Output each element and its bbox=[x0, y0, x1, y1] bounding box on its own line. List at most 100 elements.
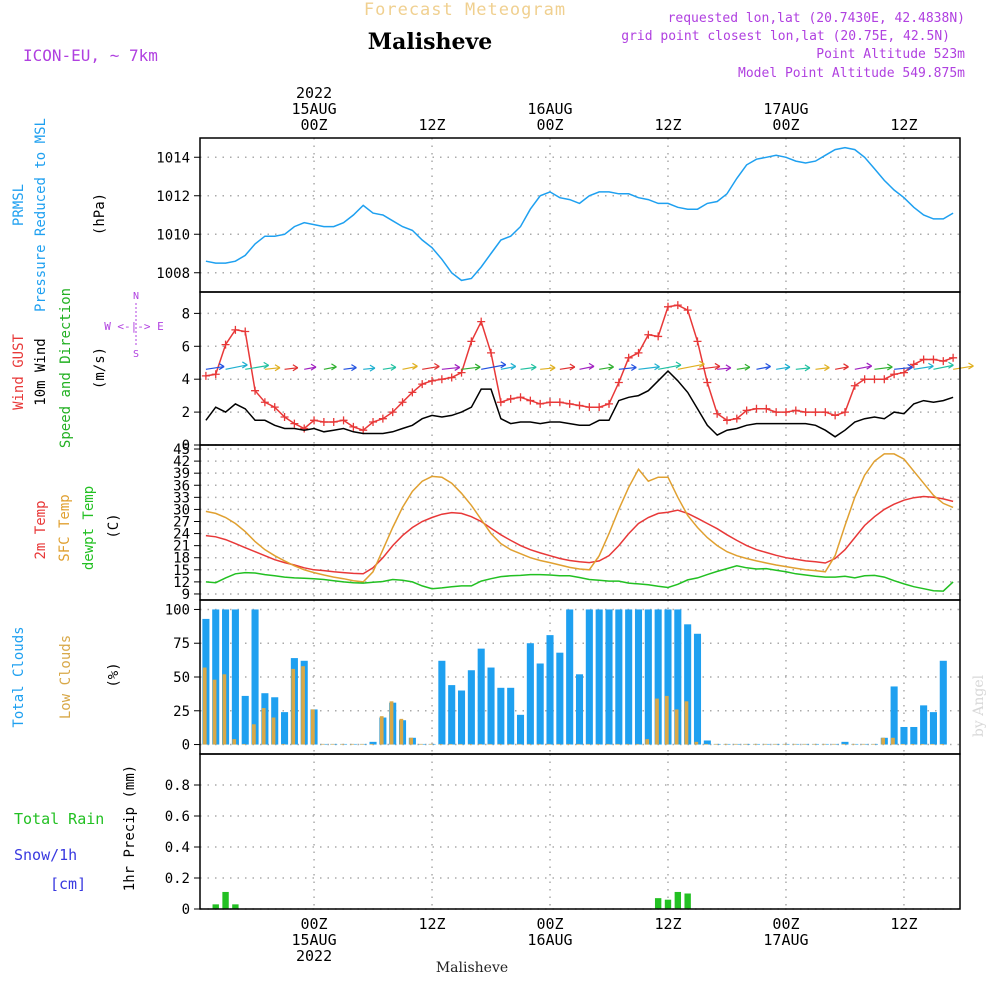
time-label-top: 17AUG bbox=[763, 100, 808, 118]
gust-point bbox=[260, 398, 269, 407]
gust-point bbox=[378, 414, 387, 423]
precip-bar-0 bbox=[654, 898, 662, 909]
clouds-bar-1 bbox=[438, 743, 443, 745]
clouds-ytick-label: 50 bbox=[173, 670, 190, 686]
clouds-bar-0 bbox=[575, 674, 584, 745]
wind-gust-title: Wind GUST bbox=[11, 334, 27, 410]
wind-dir-arrowhead bbox=[654, 363, 660, 371]
wind-unit: (m/s) bbox=[92, 347, 108, 389]
wind-dir-arrowhead bbox=[784, 363, 791, 371]
gust-point bbox=[605, 399, 614, 408]
clouds-bar-1 bbox=[586, 743, 591, 745]
clouds-bar-1 bbox=[517, 743, 522, 745]
temperature-ytick-label: 21 bbox=[173, 539, 190, 555]
gust-point bbox=[772, 408, 781, 417]
gust-point bbox=[742, 406, 751, 415]
wind-dir-arrowhead bbox=[948, 361, 954, 369]
precip-bar-0 bbox=[684, 893, 691, 909]
wind-dir-arrowhead bbox=[824, 364, 830, 372]
clouds-bar-1 bbox=[920, 743, 925, 745]
wind-dir-arrow bbox=[441, 366, 460, 370]
temperature-ytick-label: 42 bbox=[173, 454, 190, 470]
gust-point bbox=[241, 327, 250, 336]
time-label-top: 2022 bbox=[296, 84, 332, 102]
wind-dir-arrow bbox=[736, 366, 750, 370]
clouds-bar-1 bbox=[379, 716, 384, 745]
temperature-ytick-label: 9 bbox=[182, 587, 190, 603]
time-label-bottom: 15AUG bbox=[291, 931, 336, 949]
compass-we: W <-|-> E bbox=[104, 320, 164, 333]
wind-dir-arrow bbox=[835, 366, 849, 370]
gust-point bbox=[909, 360, 918, 369]
time-label-bottom: 12Z bbox=[654, 915, 681, 933]
clouds-bar-1 bbox=[252, 724, 256, 745]
clouds-bar-0 bbox=[664, 609, 672, 745]
wind-dir-arrowhead bbox=[474, 363, 481, 371]
clouds-bar-1 bbox=[399, 718, 404, 745]
time-label-top: 00Z bbox=[536, 116, 563, 134]
wind-dir-arrow bbox=[756, 365, 771, 370]
clouds-bar-1 bbox=[320, 743, 325, 745]
wind-dir-arrow bbox=[815, 367, 830, 370]
wind-dir-arrow bbox=[422, 365, 440, 370]
time-label-bottom: 17AUG bbox=[763, 931, 808, 949]
temperature-ytick-label: 12 bbox=[173, 575, 190, 591]
compass-s: S bbox=[133, 349, 139, 360]
temperature-ytick-label: 33 bbox=[173, 490, 190, 506]
gust-point bbox=[211, 370, 220, 379]
clouds-bar-0 bbox=[566, 609, 574, 745]
clouds-bar-1 bbox=[694, 741, 699, 745]
pressure-ytick-label: 1008 bbox=[156, 266, 190, 282]
clouds-bar-1 bbox=[635, 743, 640, 745]
wind-dir-arrow bbox=[264, 367, 281, 370]
gust-point bbox=[428, 376, 437, 385]
clouds-bar-0 bbox=[929, 712, 937, 745]
model-altitude: Model Point Altitude 549.875m bbox=[738, 66, 965, 81]
clouds-bar-0 bbox=[526, 643, 534, 745]
clouds-bar-1 bbox=[546, 743, 551, 745]
clouds-bar-1 bbox=[802, 743, 807, 745]
wind-dir-arrow bbox=[402, 365, 418, 370]
precip-bar-0 bbox=[674, 891, 682, 909]
wind-dir-arrow bbox=[697, 365, 720, 370]
wind-dir-arrow bbox=[618, 366, 637, 370]
clouds-bar-1 bbox=[891, 737, 895, 745]
wind-dir-arrow bbox=[677, 363, 705, 370]
clouds-bar-1 bbox=[753, 743, 758, 745]
clouds-bar-1 bbox=[596, 743, 600, 745]
gust-point bbox=[801, 408, 810, 417]
clouds-bar-0 bbox=[595, 609, 603, 745]
gust-point bbox=[388, 408, 397, 417]
clouds-bar-0 bbox=[457, 690, 466, 745]
clouds-bar-0 bbox=[625, 609, 633, 745]
wind-dir-arrow bbox=[579, 365, 595, 370]
clouds-unit: (%) bbox=[106, 662, 122, 687]
gust-point bbox=[673, 301, 682, 310]
clouds-ytick-label: 0 bbox=[182, 738, 190, 754]
clouds-bar-0 bbox=[369, 741, 377, 745]
wind-dir-arrowhead bbox=[887, 363, 893, 371]
clouds-bar-1 bbox=[782, 743, 787, 745]
clouds-bar-0 bbox=[556, 652, 564, 745]
wind-dir-arrow bbox=[481, 364, 506, 370]
frame-layer bbox=[194, 137, 961, 910]
clouds-bar-1 bbox=[212, 679, 217, 745]
dewpt-title: dewpt Temp bbox=[81, 486, 97, 570]
clouds-bar-1 bbox=[448, 743, 453, 745]
time-label-bottom: 16AUG bbox=[527, 931, 572, 949]
wind-dir-arrowhead bbox=[608, 363, 614, 371]
pressure-title-1: PRMSL bbox=[11, 184, 27, 226]
gust-point bbox=[762, 404, 771, 413]
clouds-bar-1 bbox=[497, 743, 502, 745]
pressure-unit: (hPa) bbox=[92, 193, 108, 235]
gust-point bbox=[319, 417, 328, 426]
clouds-bar-1 bbox=[792, 743, 797, 745]
total-clouds-title: Total Clouds bbox=[11, 626, 27, 727]
clouds-ytick-label: 25 bbox=[173, 704, 190, 720]
gust-point bbox=[418, 380, 427, 389]
time-label-bottom: 12Z bbox=[418, 915, 445, 933]
clouds-bar-0 bbox=[241, 695, 249, 745]
wind-ytick-label: 0 bbox=[182, 438, 190, 454]
pressure-ytick-label: 1014 bbox=[156, 150, 190, 166]
clouds-bar-0 bbox=[497, 687, 505, 745]
